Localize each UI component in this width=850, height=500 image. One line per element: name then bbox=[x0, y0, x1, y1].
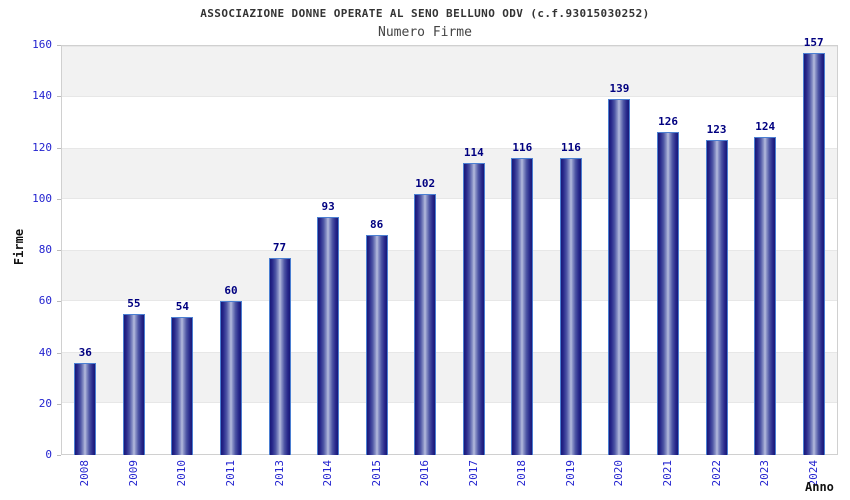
y-tick-label: 120 bbox=[32, 140, 52, 154]
x-tick-label: 2008 bbox=[78, 460, 92, 487]
y-tick-label: 0 bbox=[45, 448, 52, 461]
bar-2013 bbox=[268, 257, 291, 455]
bar-value-label: 93 bbox=[321, 199, 335, 213]
bar-value-label: 116 bbox=[512, 140, 533, 154]
grid-band bbox=[62, 46, 837, 97]
y-tick-mark bbox=[57, 198, 61, 200]
y-tick-mark bbox=[57, 301, 61, 303]
x-tick-label: 2014 bbox=[321, 460, 335, 487]
x-tick-label: 2010 bbox=[175, 460, 189, 487]
bar-2018 bbox=[511, 157, 534, 455]
bar-2021 bbox=[657, 132, 680, 455]
bar-2010 bbox=[171, 316, 194, 455]
y-tick-label: 20 bbox=[38, 396, 52, 410]
bar-2017 bbox=[462, 162, 485, 455]
bar-value-label: 124 bbox=[755, 120, 776, 134]
bar-value-label: 102 bbox=[415, 176, 436, 190]
bar-2016 bbox=[414, 193, 437, 455]
x-tick-label: 2011 bbox=[223, 460, 237, 487]
bar-2014 bbox=[317, 216, 340, 455]
y-tick-label: 160 bbox=[32, 38, 52, 51]
x-tick-label: 2021 bbox=[661, 460, 675, 487]
x-tick-label: 2022 bbox=[709, 460, 723, 487]
bar-value-label: 114 bbox=[463, 145, 484, 159]
y-tick-mark bbox=[57, 250, 61, 251]
x-tick-label: 2013 bbox=[272, 460, 286, 487]
y-tick-label: 100 bbox=[32, 191, 52, 205]
x-tick-label: 2016 bbox=[418, 460, 432, 487]
x-tick-label: 2017 bbox=[466, 460, 480, 487]
bar-value-label: 54 bbox=[175, 299, 190, 313]
x-tick-label: 2019 bbox=[563, 460, 577, 487]
x-tick-label: 2015 bbox=[369, 460, 383, 487]
y-tick-label: 60 bbox=[38, 294, 52, 308]
y-tick-mark bbox=[57, 45, 61, 46]
bar-2011 bbox=[219, 301, 242, 455]
bar-2023 bbox=[754, 137, 777, 455]
bar-value-label: 126 bbox=[658, 115, 678, 129]
bar-value-label: 36 bbox=[78, 345, 92, 359]
x-tick-label: 2023 bbox=[758, 460, 772, 487]
y-tick-mark bbox=[57, 147, 61, 149]
bar-2019 bbox=[559, 157, 582, 455]
bar-value-label: 60 bbox=[224, 284, 238, 298]
bar-value-label: 123 bbox=[706, 122, 727, 136]
bar-2009 bbox=[122, 314, 145, 455]
bar-value-label: 139 bbox=[609, 81, 630, 95]
y-tick-mark bbox=[57, 352, 61, 354]
x-axis-title: Anno bbox=[805, 480, 834, 494]
bar-value-label: 157 bbox=[803, 35, 824, 49]
y-tick-label: 80 bbox=[38, 243, 52, 256]
chart-subtitle: Numero Firme bbox=[378, 25, 472, 40]
bar-2020 bbox=[608, 98, 631, 455]
y-tick-mark bbox=[57, 96, 61, 98]
chart-title: ASSOCIAZIONE DONNE OPERATE AL SENO BELLU… bbox=[200, 7, 650, 20]
bar-2024 bbox=[802, 52, 825, 455]
x-tick-label: 2018 bbox=[515, 460, 529, 487]
y-tick-label: 40 bbox=[38, 345, 52, 359]
bar-value-label: 55 bbox=[127, 297, 141, 311]
bar-2022 bbox=[705, 139, 728, 455]
x-tick-label: 2020 bbox=[612, 460, 626, 487]
y-tick-mark bbox=[57, 403, 61, 405]
y-tick-mark bbox=[57, 455, 61, 456]
bar-value-label: 116 bbox=[560, 140, 581, 154]
x-tick-label: 2009 bbox=[126, 460, 140, 487]
bar-value-label: 86 bbox=[370, 217, 384, 231]
bar-value-label: 77 bbox=[272, 240, 287, 254]
y-tick-label: 140 bbox=[32, 89, 52, 103]
bar-2015 bbox=[365, 234, 388, 455]
bar-2008 bbox=[74, 362, 97, 455]
